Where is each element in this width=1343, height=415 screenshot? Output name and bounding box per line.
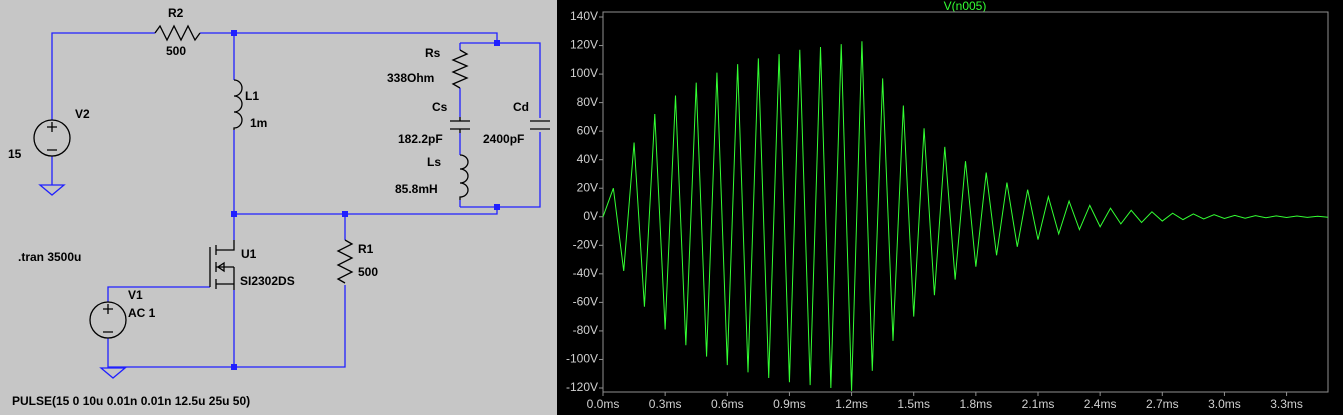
y-tick-label: -60V — [573, 295, 598, 309]
plot-title: V(n005) — [944, 0, 987, 13]
y-tick-label: 100V — [570, 66, 598, 80]
label: PULSE(15 0 10u 0.01n 0.01n 12.5u 25u 50) — [12, 394, 250, 408]
y-tick-label: 140V — [570, 9, 598, 23]
source-v2 — [33, 119, 71, 157]
source-v1 — [89, 301, 127, 339]
x-tick-label: 0.0ms — [587, 397, 620, 411]
junctions — [231, 30, 500, 370]
y-tick-label: 40V — [577, 152, 598, 166]
source-v1-sign — [103, 304, 113, 333]
label: 182.2pF — [398, 132, 443, 146]
label: Cd — [513, 100, 529, 114]
y-tick-label: -120V — [566, 380, 598, 394]
y-tick-label: -20V — [573, 237, 598, 251]
label: .tran 3500u — [18, 250, 81, 264]
y-tick-label: 120V — [570, 38, 598, 52]
x-tick-label: 2.4ms — [1084, 397, 1117, 411]
label: U1 — [241, 247, 257, 261]
y-tick-label: -80V — [573, 323, 598, 337]
wires — [51, 32, 541, 368]
label: 2400pF — [483, 132, 524, 146]
y-tick-label: -100V — [566, 352, 598, 366]
plot: V(n005) 140V 120V 100V 80V 60V 40V 20V 0V -20V -4… — [566, 0, 1329, 411]
y-tick-label: 20V — [577, 180, 598, 194]
capacitor-cs — [450, 117, 470, 133]
inductor-ls — [459, 154, 469, 200]
capacitor-cd — [530, 120, 550, 130]
x-tick-label: 1.8ms — [960, 397, 993, 411]
x-tick-label: 1.2ms — [835, 397, 868, 411]
x-tick-label: 3.3ms — [1270, 397, 1303, 411]
mosfet-u1 — [209, 240, 235, 290]
source-v2-sign — [47, 122, 57, 151]
x-tick-label: 0.3ms — [649, 397, 682, 411]
y-tick-label: -40V — [573, 266, 598, 280]
plot-frame — [602, 11, 1329, 393]
y-tick-label: 0V — [583, 209, 598, 223]
x-tick-label: 2.7ms — [1146, 397, 1179, 411]
x-tick-label: 3.0ms — [1208, 397, 1241, 411]
x-tick-label: 0.9ms — [773, 397, 806, 411]
label: V2 — [75, 107, 90, 121]
label: 85.8mH — [395, 182, 438, 196]
label: SI2302DS — [240, 274, 295, 288]
label: 500 — [358, 265, 378, 279]
label: R2 — [168, 6, 184, 20]
ground — [99, 367, 127, 379]
label: 15 — [8, 147, 22, 161]
label: 500 — [166, 44, 186, 58]
ground — [38, 184, 66, 196]
y-tick-label: 60V — [577, 123, 598, 137]
inductor-l1 — [233, 79, 243, 130]
resistor-rs — [451, 49, 469, 89]
x-tick-label: 0.6ms — [711, 397, 744, 411]
resistor-r2 — [154, 24, 201, 42]
label: R1 — [358, 242, 374, 256]
y-tick-label: 80V — [577, 95, 598, 109]
label: Rs — [425, 46, 441, 60]
label: V1 — [128, 288, 143, 302]
x-tick-label: 2.1ms — [1022, 397, 1055, 411]
x-tick-label: 1.5ms — [897, 397, 930, 411]
resistor-r1 — [336, 239, 354, 284]
label: Cs — [432, 100, 448, 114]
label: 338Ohm — [387, 71, 434, 85]
trace — [602, 41, 1329, 391]
label: 1m — [250, 116, 267, 130]
label: Ls — [427, 155, 441, 169]
schematic: R2 500 V2 15 L1 1m Rs 338Ohm Cs 182.2pF … — [8, 6, 550, 408]
label: AC 1 — [128, 306, 156, 320]
label: L1 — [245, 89, 259, 103]
